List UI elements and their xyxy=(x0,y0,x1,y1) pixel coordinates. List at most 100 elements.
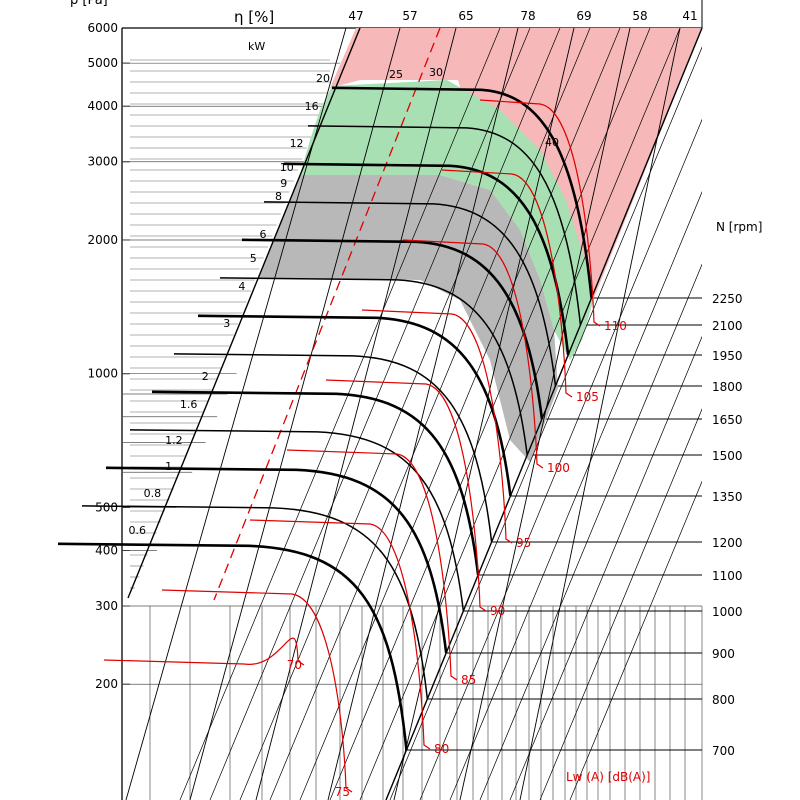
power-value: 9 xyxy=(280,177,287,190)
fan-curve xyxy=(263,201,557,387)
fan-curves xyxy=(57,86,593,751)
power-value: 5 xyxy=(250,252,257,265)
grid-diagonal xyxy=(539,408,702,800)
sound-value: 85 xyxy=(461,673,476,687)
power-boundary-line xyxy=(127,27,361,599)
speed-value: 1000 xyxy=(712,605,743,619)
fan-curve xyxy=(57,542,408,751)
efficiency-value: 58 xyxy=(632,9,647,23)
fan-curve xyxy=(173,353,493,543)
power-value: 3 xyxy=(223,317,230,330)
efficiency-ray xyxy=(327,28,519,800)
fan-curve xyxy=(197,314,512,497)
area-label: 30 xyxy=(429,66,443,79)
grid-diagonal xyxy=(389,46,702,800)
grid-diagonal xyxy=(329,28,651,800)
power-value: 0.8 xyxy=(144,487,162,500)
fan-curve xyxy=(241,238,544,420)
sound-curves xyxy=(103,99,601,793)
speed-value: 1650 xyxy=(712,413,743,427)
sound-curve xyxy=(402,239,544,469)
power-value: 4 xyxy=(238,280,245,293)
speed-axis-label: N [rpm] xyxy=(716,220,762,234)
y-axis-label: p [Pa] xyxy=(70,0,108,8)
zone-mid xyxy=(258,175,558,462)
fan-curve xyxy=(307,125,582,326)
sound-axis-label: Lw (A) [dB(A)] xyxy=(566,770,651,784)
y-tick-label: 1000 xyxy=(87,367,118,381)
speed-diagonals xyxy=(125,27,703,800)
speed-value: 1950 xyxy=(712,349,743,363)
sound-value: 75 xyxy=(335,785,350,799)
y-tick-label: 3000 xyxy=(87,155,118,169)
power-value: 8 xyxy=(275,190,282,203)
fan-curve xyxy=(151,390,480,576)
efficiency-value: 47 xyxy=(348,9,363,23)
grid-diagonal xyxy=(569,480,702,800)
efficiency-value: 69 xyxy=(576,9,591,23)
y-tick-label: 6000 xyxy=(87,21,118,35)
power-value: 1 xyxy=(165,460,172,473)
grid-diagonal xyxy=(419,118,702,800)
grid-diagonal xyxy=(509,335,702,800)
speed-value: 1800 xyxy=(712,380,743,394)
fan-curve xyxy=(219,277,528,456)
power-value: 6 xyxy=(260,228,267,241)
efficiency-ray xyxy=(459,28,631,800)
power-value: 20 xyxy=(316,72,330,85)
efficiency-ray xyxy=(189,28,401,800)
grid-diagonal xyxy=(299,28,621,800)
y-tick-label: 5000 xyxy=(87,56,118,70)
efficiency-value: 57 xyxy=(402,9,417,23)
speed-value: 1500 xyxy=(712,449,743,463)
y-tick-label: 200 xyxy=(95,677,118,691)
y-tick-label: 2000 xyxy=(87,233,118,247)
fan-curve xyxy=(129,429,465,612)
speed-value: 700 xyxy=(712,744,735,758)
sound-curve xyxy=(161,589,353,793)
power-value: 16 xyxy=(305,100,319,113)
efficiency-ray xyxy=(519,28,681,800)
sound-value: 80 xyxy=(434,742,449,756)
grid-diagonal xyxy=(239,28,561,800)
area-label: 25 xyxy=(389,68,403,81)
fan-curve xyxy=(283,162,570,356)
speed-value: 2100 xyxy=(712,319,743,333)
speed-value: 1200 xyxy=(712,536,743,550)
fan-curve xyxy=(105,466,448,654)
sound-value: 95 xyxy=(516,536,531,550)
power-value: 1.6 xyxy=(180,398,198,411)
speed-value: 1350 xyxy=(712,490,743,504)
area-label: 40 xyxy=(545,136,559,149)
grid-diagonal xyxy=(179,28,501,800)
power-value: 1.2 xyxy=(165,434,183,447)
y-tick-label: 4000 xyxy=(87,99,118,113)
efficiency-value: 65 xyxy=(458,9,473,23)
power-value: 10 xyxy=(280,161,294,174)
sound-curve xyxy=(325,379,487,612)
efficiency-ray xyxy=(255,28,457,800)
grid-diagonal xyxy=(479,263,702,800)
speed-value: 800 xyxy=(712,693,735,707)
optimum-efficiency-line xyxy=(213,27,441,601)
power-value: 0.6 xyxy=(129,524,147,537)
speed-value: 900 xyxy=(712,647,735,661)
efficiency-value: 41 xyxy=(682,9,697,23)
fan-curve xyxy=(81,505,429,700)
grid-diagonal xyxy=(269,28,591,800)
efficiency-axis-label: η [%] xyxy=(234,8,274,26)
power-value: 2 xyxy=(202,370,209,383)
sound-curve xyxy=(286,449,458,681)
y-tick-label: 400 xyxy=(95,543,118,557)
sound-curve xyxy=(441,169,573,398)
sound-value: 70 xyxy=(287,658,302,672)
sound-value: 110 xyxy=(604,319,627,333)
y-tick-label: 300 xyxy=(95,599,118,613)
sound-curve xyxy=(479,99,601,327)
efficiency-ray xyxy=(125,28,347,800)
grid-diagonal xyxy=(449,191,702,800)
power-value: 12 xyxy=(290,137,304,150)
sound-curve xyxy=(103,637,305,666)
